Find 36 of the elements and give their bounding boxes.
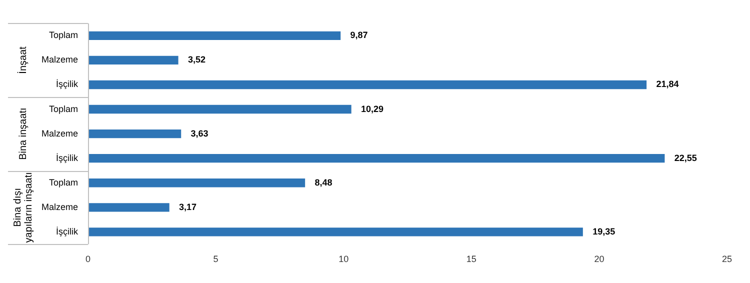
- y-tick-label: İşçilik: [56, 152, 78, 163]
- data-label: 9,87: [350, 30, 368, 40]
- x-tick-label: 10: [338, 254, 349, 264]
- bar: [88, 203, 170, 212]
- bar: [88, 129, 182, 138]
- y-tick-label: İşçilik: [56, 226, 78, 236]
- data-label: 8,48: [314, 177, 332, 188]
- bar: [88, 80, 647, 90]
- y-tick-label: İşçilik: [56, 79, 78, 90]
- x-tick-label: 0: [85, 254, 91, 264]
- bar: [88, 104, 352, 114]
- text: Bina dışı yapıların inşaatı: [12, 172, 34, 243]
- y-tick-label: Toplam: [48, 177, 78, 188]
- y-tick-label: Malzeme: [41, 54, 78, 65]
- data-label: 21,84: [656, 79, 679, 90]
- data-label: 3,17: [179, 202, 197, 212]
- x-tick-label: 20: [594, 254, 604, 264]
- text: Bina inşaatı: [18, 108, 29, 160]
- y-tick-label: Malzeme: [41, 128, 78, 138]
- y-tick-label: Malzeme: [41, 202, 78, 212]
- data-label: 22,55: [674, 152, 697, 163]
- x-tick-label: 5: [213, 254, 218, 264]
- bar: [88, 31, 341, 40]
- x-tick-label: 25: [722, 254, 732, 264]
- x-tick-label: 15: [466, 254, 476, 264]
- data-label: 19,35: [592, 226, 616, 236]
- bar: [88, 228, 583, 236]
- data-label: 10,29: [361, 104, 384, 114]
- y-tick-label: Toplam: [48, 30, 78, 40]
- data-label: 3,63: [190, 128, 208, 138]
- bar: [88, 178, 306, 188]
- text: İnşaat: [16, 46, 29, 74]
- data-label: 3,52: [188, 54, 206, 65]
- y-tick-label: Toplam: [48, 104, 78, 114]
- bar: [88, 56, 178, 65]
- bar: [88, 154, 665, 163]
